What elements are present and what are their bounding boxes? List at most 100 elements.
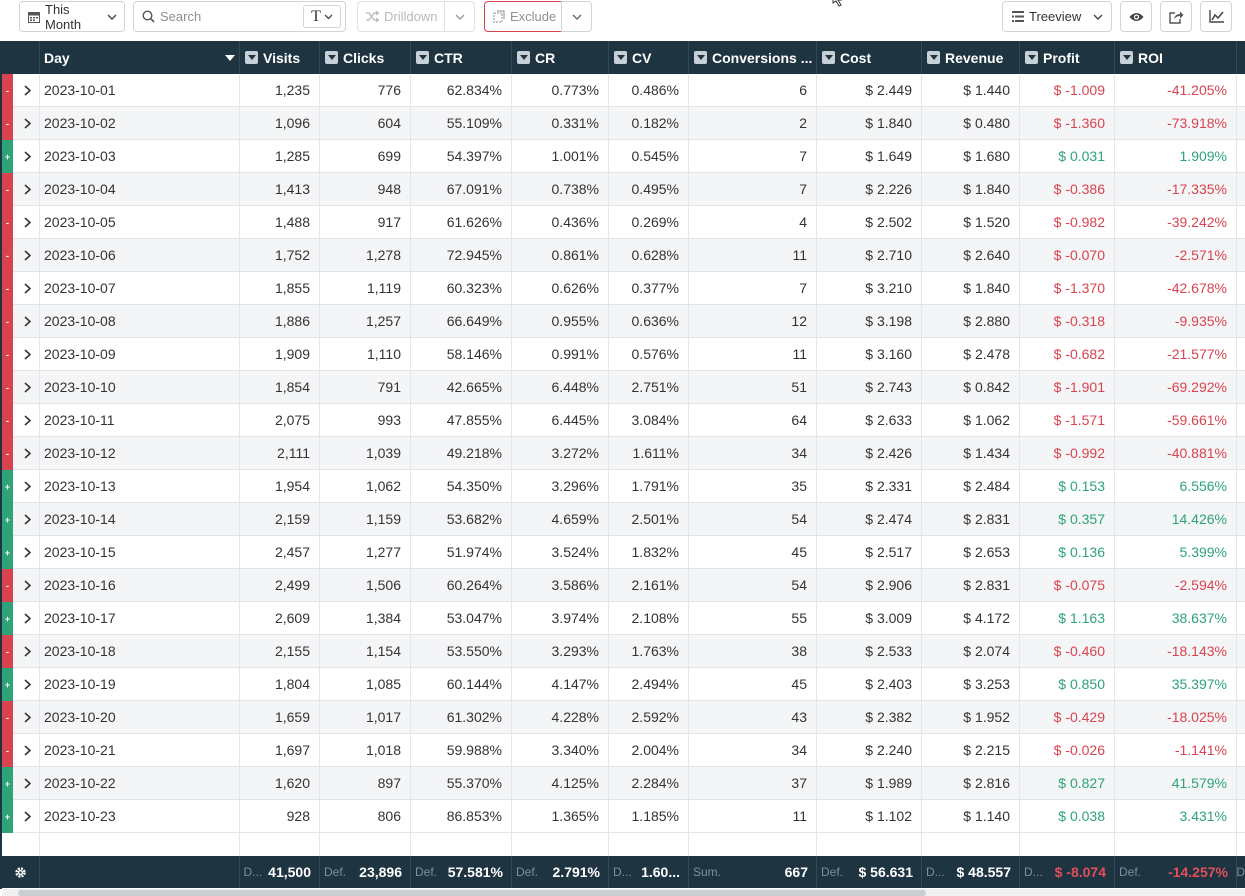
column-header-clicks[interactable]: Clicks — [320, 41, 411, 74]
footer-revenue[interactable]: D... $ 48.557 — [922, 856, 1020, 888]
expand-row-button[interactable] — [16, 635, 40, 667]
footer-clicks[interactable]: Def. 23,896 — [320, 856, 411, 888]
table-row[interactable]: -2023-10-12 2,111 1,039 49.218% 3.272% 1.611%… — [2, 437, 1245, 470]
expand-row-button[interactable] — [16, 668, 40, 700]
expand-row-button[interactable] — [16, 140, 40, 172]
table-row[interactable]: +2023-10-23 928 806 86.853% 1.365% 1.185% 11 $ … — [2, 800, 1245, 833]
table-row[interactable]: -2023-10-01 1,235 776 62.834% 0.773% 0.486% 6 $… — [2, 74, 1245, 107]
table-row[interactable]: +2023-10-22 1,620 897 55.370% 4.125% 2.284% 37… — [2, 767, 1245, 800]
column-header-cost[interactable]: Cost — [817, 41, 922, 74]
date-range-dropdown[interactable]: This Month — [19, 1, 125, 32]
filter-icon[interactable] — [1025, 51, 1038, 64]
table-row[interactable]: -2023-10-09 1,909 1,110 58.146% 0.991% 0.576%… — [2, 338, 1245, 371]
filter-icon[interactable] — [416, 51, 429, 64]
expand-row-button[interactable] — [16, 503, 40, 535]
column-header-cr[interactable]: CR — [512, 41, 609, 74]
filter-icon[interactable] — [325, 51, 338, 64]
view-mode-dropdown[interactable]: Treeview — [1002, 1, 1112, 32]
search-type-dropdown[interactable]: T — [303, 5, 341, 28]
exclude-dropdown[interactable] — [561, 1, 592, 32]
filter-icon[interactable] — [927, 51, 940, 64]
footer-cost[interactable]: Def. $ 56.631 — [817, 856, 922, 888]
column-header-visits[interactable]: Visits — [240, 41, 320, 74]
expand-row-button[interactable] — [16, 734, 40, 766]
filter-icon[interactable] — [245, 51, 258, 64]
filter-icon[interactable] — [822, 51, 835, 64]
table-row[interactable]: +2023-10-17 2,609 1,384 53.047% 3.974% 2.108%… — [2, 602, 1245, 635]
footer-cv[interactable]: D... 1.60... — [609, 856, 689, 888]
table-row[interactable]: -2023-10-16 2,499 1,506 60.264% 3.586% 2.161%… — [2, 569, 1245, 602]
cell-visits: 1,413 — [240, 173, 320, 205]
table-row[interactable]: +2023-10-03 1,285 699 54.397% 1.001% 0.545% 7 $… — [2, 140, 1245, 173]
expand-row-button[interactable] — [16, 173, 40, 205]
expand-row-button[interactable] — [16, 107, 40, 139]
column-header-revenue[interactable]: Revenue — [922, 41, 1020, 74]
drilldown-button[interactable]: Drilldown — [357, 1, 445, 32]
footer-roi[interactable]: Def. -14.257% — [1115, 856, 1237, 888]
expand-row-button[interactable] — [16, 701, 40, 733]
footer-visits[interactable]: D... 41,500 — [240, 856, 320, 888]
column-header-ctr[interactable]: CTR — [411, 41, 512, 74]
column-header-day[interactable]: Day — [40, 41, 240, 74]
expand-row-button[interactable] — [16, 767, 40, 799]
column-header-cv[interactable]: CV — [609, 41, 689, 74]
table-row[interactable]: +2023-10-19 1,804 1,085 60.144% 4.147% 2.494%… — [2, 668, 1245, 701]
table-row[interactable]: -2023-10-18 2,155 1,154 53.550% 3.293% 1.763%… — [2, 635, 1245, 668]
cell-day: 2023-10-05 — [40, 206, 240, 238]
footer-conversions[interactable]: Sum. 667 — [689, 856, 817, 888]
table-row[interactable]: -2023-10-20 1,659 1,017 61.302% 4.228% 2.592%… — [2, 701, 1245, 734]
filter-icon[interactable] — [1120, 51, 1133, 64]
expand-row-button[interactable] — [16, 800, 40, 832]
exclude-button[interactable]: Exclude — [484, 1, 562, 32]
filter-icon[interactable] — [614, 51, 627, 64]
scrollbar-thumb[interactable] — [18, 890, 926, 896]
visibility-button[interactable] — [1120, 1, 1152, 32]
cell-revenue: $ 2.816 — [922, 767, 1020, 799]
expand-row-button[interactable] — [16, 470, 40, 502]
column-header-roi[interactable]: ROI — [1115, 41, 1237, 74]
export-button[interactable] — [1160, 1, 1192, 32]
table-row[interactable]: -2023-10-08 1,886 1,257 66.649% 0.955% 0.636%… — [2, 305, 1245, 338]
table-row[interactable]: +2023-10-15 2,457 1,277 51.974% 3.524% 1.832%… — [2, 536, 1245, 569]
expand-row-button[interactable] — [16, 371, 40, 403]
expand-row-button[interactable] — [16, 338, 40, 370]
filter-icon[interactable] — [694, 51, 707, 64]
cell-visits: 1,855 — [240, 272, 320, 304]
table-row[interactable]: -2023-10-04 1,413 948 67.091% 0.738% 0.495% 7 $… — [2, 173, 1245, 206]
search-input[interactable] — [160, 9, 310, 24]
table-row[interactable]: -2023-10-11 2,075 993 47.855% 6.445% 3.084% 64… — [2, 404, 1245, 437]
footer-profit[interactable]: D... $ -8.074 — [1020, 856, 1115, 888]
table-row[interactable]: -2023-10-02 1,096 604 55.109% 0.331% 0.182% 2 $… — [2, 107, 1245, 140]
cell-visits: 928 — [240, 800, 320, 832]
drilldown-dropdown[interactable] — [444, 1, 475, 32]
column-header-conversions[interactable]: Conversions ... — [689, 41, 817, 74]
table-row[interactable]: -2023-10-07 1,855 1,119 60.323% 0.626% 0.377%… — [2, 272, 1245, 305]
column-header-profit[interactable]: Profit — [1020, 41, 1115, 74]
expand-row-button[interactable] — [16, 239, 40, 271]
table-row[interactable]: -2023-10-05 1,488 917 61.626% 0.436% 0.269% 4 $… — [2, 206, 1245, 239]
expand-row-button[interactable] — [16, 602, 40, 634]
cell-conversions: 34 — [689, 734, 817, 766]
expand-row-button[interactable] — [16, 536, 40, 568]
footer-ctr[interactable]: Def. 57.581% — [411, 856, 512, 888]
expand-row-button[interactable] — [16, 569, 40, 601]
horizontal-scrollbar[interactable] — [2, 889, 1245, 896]
table-row[interactable]: -2023-10-06 1,752 1,278 72.945% 0.861% 0.628%… — [2, 239, 1245, 272]
expand-row-button[interactable] — [16, 437, 40, 469]
cell-clicks: 1,506 — [320, 569, 411, 601]
table-row[interactable]: -2023-10-21 1,697 1,018 59.988% 3.340% 2.004%… — [2, 734, 1245, 767]
expand-row-button[interactable] — [16, 404, 40, 436]
expand-row-button[interactable] — [16, 74, 40, 106]
expand-row-button[interactable] — [16, 305, 40, 337]
chart-button[interactable] — [1200, 1, 1232, 32]
footer-day — [40, 856, 240, 888]
expand-row-button[interactable] — [16, 272, 40, 304]
footer-cr[interactable]: Def. 2.791% — [512, 856, 609, 888]
expand-row-button[interactable] — [16, 206, 40, 238]
table-row[interactable]: -2023-10-10 1,854 791 42.665% 6.448% 2.751% 51… — [2, 371, 1245, 404]
sort-desc-icon[interactable] — [225, 55, 235, 61]
filter-icon[interactable] — [517, 51, 530, 64]
footer-settings[interactable] — [2, 856, 40, 888]
table-row[interactable]: +2023-10-13 1,954 1,062 54.350% 3.296% 1.791%… — [2, 470, 1245, 503]
table-row[interactable]: +2023-10-14 2,159 1,159 53.682% 4.659% 2.501%… — [2, 503, 1245, 536]
